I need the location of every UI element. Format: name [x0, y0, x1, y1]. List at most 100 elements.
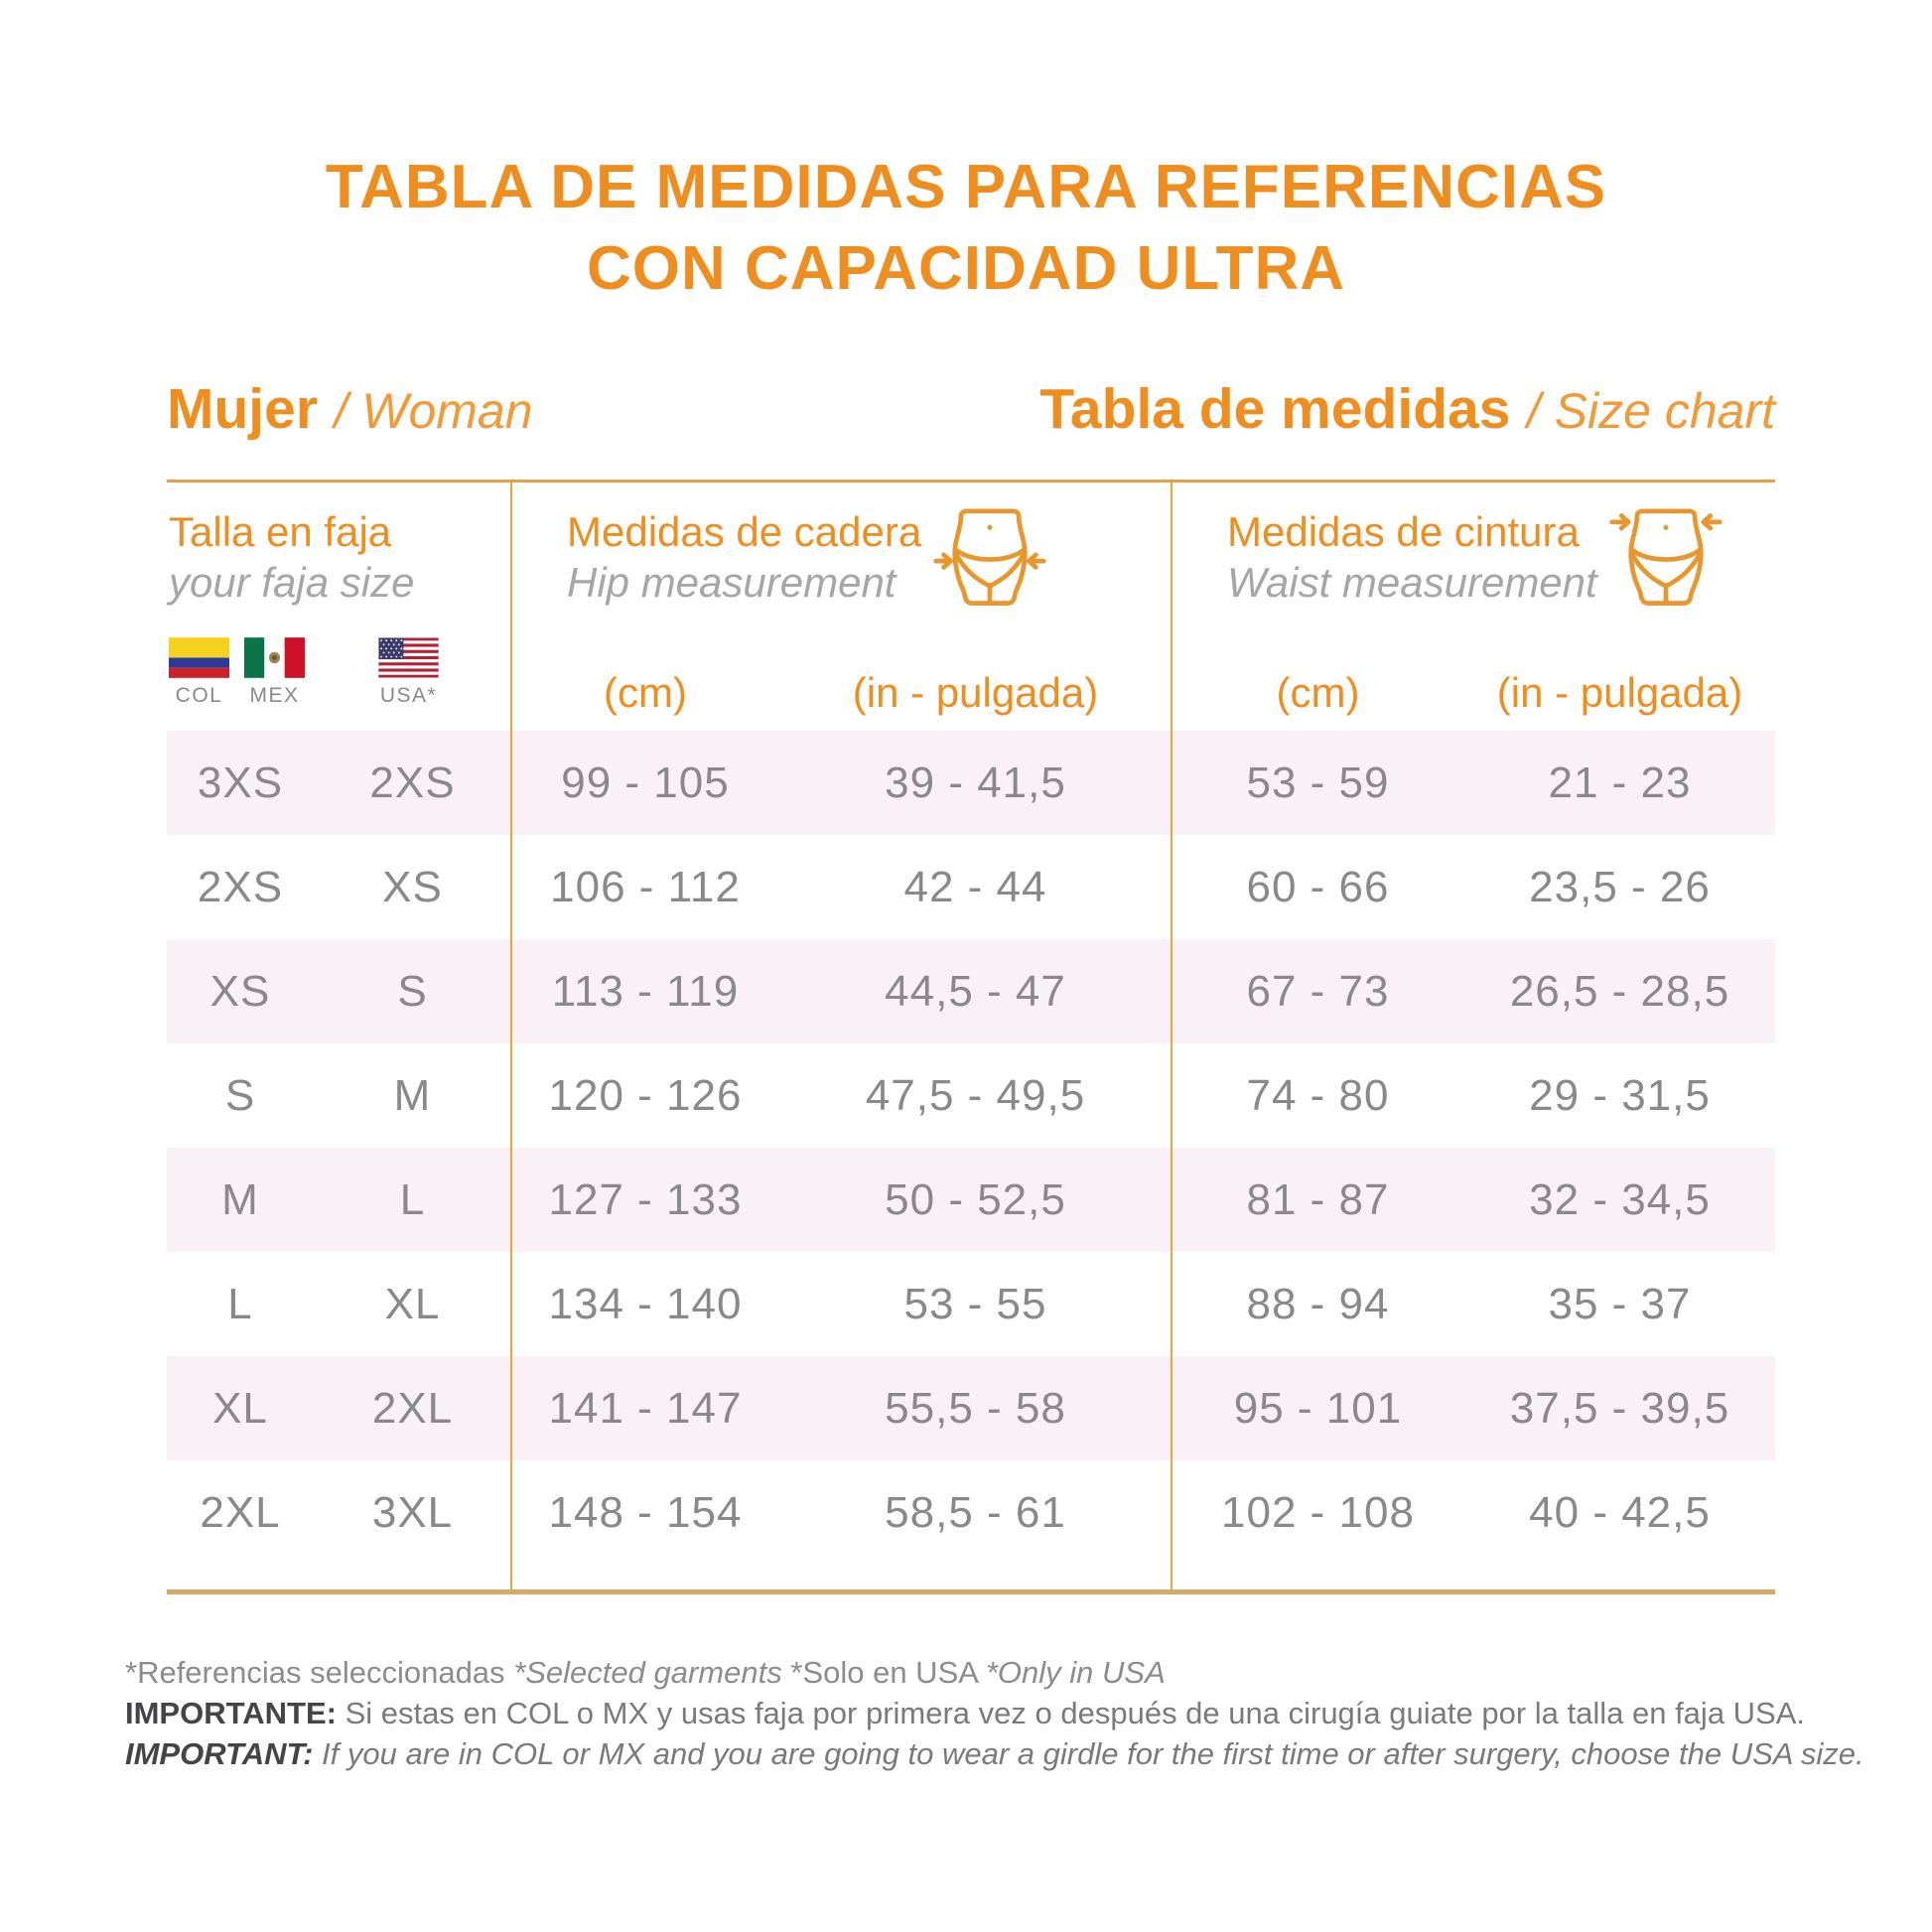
cell-waist-in: 21 - 23 — [1548, 758, 1692, 807]
footnote-solo-usa-en: *Only in USA — [985, 1655, 1166, 1690]
cell-size-colmex: XL — [212, 1383, 268, 1433]
cell-waist-in: 40 - 42,5 — [1529, 1487, 1711, 1537]
cell-waist-in: 32 - 34,5 — [1529, 1174, 1711, 1224]
size-column-subtitle: your faja size — [169, 559, 415, 606]
cell-size-colmex: M — [221, 1174, 259, 1224]
colombia-flag-icon — [169, 637, 229, 678]
cell-hip-cm: 99 - 105 — [561, 758, 730, 807]
cell-size-colmex: 2XL — [200, 1487, 281, 1537]
hip-column-subtitle: Hip measurement — [567, 559, 897, 606]
table-row: M L 127 - 133 50 - 52,5 81 - 87 32 - 34,… — [167, 1148, 1775, 1252]
waist-column-title: Medidas de cintura — [1227, 508, 1580, 555]
cell-size-usa: XL — [384, 1279, 441, 1328]
column-divider-2 — [1171, 483, 1173, 1589]
table-row: XS S 113 - 119 44,5 - 47 67 - 73 26,5 - … — [167, 939, 1775, 1043]
usa-flag-icon — [378, 637, 439, 678]
size-table-header: Talla en faja your faja size COL — [167, 483, 1775, 731]
table-row: L XL 134 - 140 53 - 55 88 - 94 35 - 37 — [167, 1252, 1775, 1356]
cell-waist-cm: 60 - 66 — [1246, 862, 1390, 911]
cell-size-colmex: 3XS — [197, 758, 284, 807]
woman-title-en: / Woman — [334, 383, 533, 439]
cell-hip-cm: 148 - 154 — [548, 1487, 743, 1537]
cell-size-usa: XS — [382, 862, 443, 911]
section-headers: Mujer / Woman Tabla de medidas / Size ch… — [167, 377, 1775, 456]
importante-text: Si estas en COL o MX y usas faja por pri… — [345, 1696, 1806, 1730]
flag-item-mexico: MEX — [244, 637, 305, 708]
table-row: XL 2XL 141 - 147 55,5 - 58 95 - 101 37,5… — [167, 1356, 1775, 1460]
table-row: 2XS XS 106 - 112 42 - 44 60 - 66 23,5 - … — [167, 835, 1775, 939]
cell-hip-cm: 127 - 133 — [548, 1174, 743, 1224]
cell-size-colmex: 2XS — [197, 862, 284, 911]
section-title-woman: Mujer / Woman — [167, 377, 533, 456]
flag-item-usa: USA* — [378, 637, 439, 708]
cell-waist-in: 23,5 - 26 — [1529, 862, 1711, 911]
important-text: If you are in COL or MX and you are goin… — [322, 1736, 1864, 1771]
hip-unit-cm: (cm) — [604, 669, 687, 716]
woman-title-es: Mujer — [167, 377, 319, 441]
cell-waist-cm: 102 - 108 — [1221, 1487, 1415, 1537]
important-label: IMPORTANT: — [125, 1736, 314, 1771]
footnote-important-en: IMPORTANT: If you are in COL or MX and y… — [125, 1733, 1932, 1774]
table-row: 2XL 3XL 148 - 154 58,5 - 61 102 - 108 40… — [167, 1460, 1775, 1565]
cell-waist-cm: 95 - 101 — [1233, 1383, 1403, 1433]
cell-waist-in: 35 - 37 — [1548, 1279, 1692, 1328]
size-chart-title-es: Tabla de medidas — [1039, 377, 1511, 441]
cell-hip-in: 53 - 55 — [903, 1279, 1047, 1328]
cell-size-colmex: XS — [209, 966, 271, 1016]
cell-hip-cm: 134 - 140 — [548, 1279, 743, 1328]
hip-units-row: (cm) (in - pulgada) — [511, 669, 1172, 731]
hip-unit-in: (in - pulgada) — [852, 669, 1099, 716]
footnotes: *Referencias seleccionadas *Selected gar… — [125, 1652, 1932, 1774]
table-row: S M 120 - 126 47,5 - 49,5 74 - 80 29 - 3… — [167, 1043, 1775, 1148]
size-table: Talla en faja your faja size COL — [167, 480, 1775, 1594]
table-row: 3XS 2XS 99 - 105 39 - 41,5 53 - 59 21 - … — [167, 731, 1775, 835]
hip-arrows — [933, 552, 1046, 570]
waist-units-row: (cm) (in - pulgada) — [1172, 669, 1775, 731]
cell-hip-in: 44,5 - 47 — [885, 966, 1066, 1016]
cell-hip-cm: 113 - 119 — [551, 966, 740, 1016]
cell-waist-in: 37,5 - 39,5 — [1509, 1383, 1730, 1433]
cell-hip-in: 50 - 52,5 — [885, 1174, 1066, 1224]
cell-size-usa: 2XL — [371, 1383, 454, 1433]
importante-label: IMPORTANTE: — [125, 1696, 337, 1730]
footnote-selected-garments: *Referencias seleccionadas *Selected gar… — [125, 1652, 1932, 1693]
cell-waist-cm: 74 - 80 — [1246, 1070, 1390, 1120]
cell-hip-cm: 106 - 112 — [550, 862, 741, 911]
waist-unit-cm: (cm) — [1276, 669, 1360, 716]
section-title-size-chart: Tabla de medidas / Size chart — [1039, 377, 1775, 456]
footnote-importante-es: IMPORTANTE: Si estas en COL o MX y usas … — [125, 1693, 1932, 1733]
cell-hip-in: 58,5 - 61 — [885, 1487, 1066, 1537]
size-column-title: Talla en faja — [169, 508, 392, 555]
cell-waist-cm: 67 - 73 — [1246, 966, 1390, 1016]
hip-measurement-icon — [933, 508, 1046, 606]
flag-item-colombia: COL — [169, 637, 229, 708]
column-divider-1 — [510, 483, 512, 1589]
flag-label-usa: USA* — [379, 684, 438, 707]
waist-column-subtitle: Waist measurement — [1227, 559, 1597, 606]
page-title: TABLA DE MEDIDAS PARA REFERENCIAS CON CA… — [0, 147, 1932, 310]
cell-size-usa: 2XS — [369, 758, 456, 807]
cell-size-colmex: S — [224, 1070, 256, 1120]
cell-size-usa: M — [393, 1070, 432, 1120]
footnote-solo-usa-es: *Solo en USA — [790, 1655, 978, 1690]
cell-hip-cm: 141 - 147 — [548, 1383, 743, 1433]
mexico-flag-icon — [244, 637, 305, 678]
header-waist-column: Medidas de cintura Waist measurement — [1172, 483, 1775, 731]
flag-row: COL MEX — [169, 637, 511, 708]
size-chart-title-en: / Size chart — [1526, 383, 1775, 439]
cell-waist-cm: 88 - 94 — [1246, 1279, 1390, 1328]
flag-label-col: COL — [175, 684, 223, 707]
waist-unit-in: (in - pulgada) — [1496, 669, 1743, 716]
cell-hip-in: 39 - 41,5 — [885, 758, 1066, 807]
cell-size-usa: L — [399, 1174, 426, 1224]
header-size-column: Talla en faja your faja size COL — [167, 483, 511, 731]
cell-hip-in: 55,5 - 58 — [885, 1383, 1066, 1433]
cell-waist-in: 29 - 31,5 — [1529, 1070, 1711, 1120]
page-title-line2: CON CAPACIDAD ULTRA — [586, 234, 1346, 303]
header-hip-column: Medidas de cadera Hip measurement — [511, 483, 1172, 731]
hip-column-title: Medidas de cadera — [567, 508, 922, 555]
cell-waist-in: 26,5 - 28,5 — [1509, 966, 1730, 1016]
cell-size-colmex: L — [227, 1279, 253, 1328]
waist-measurement-icon — [1609, 508, 1723, 606]
page-title-line1: TABLA DE MEDIDAS PARA REFERENCIAS — [325, 153, 1607, 221]
